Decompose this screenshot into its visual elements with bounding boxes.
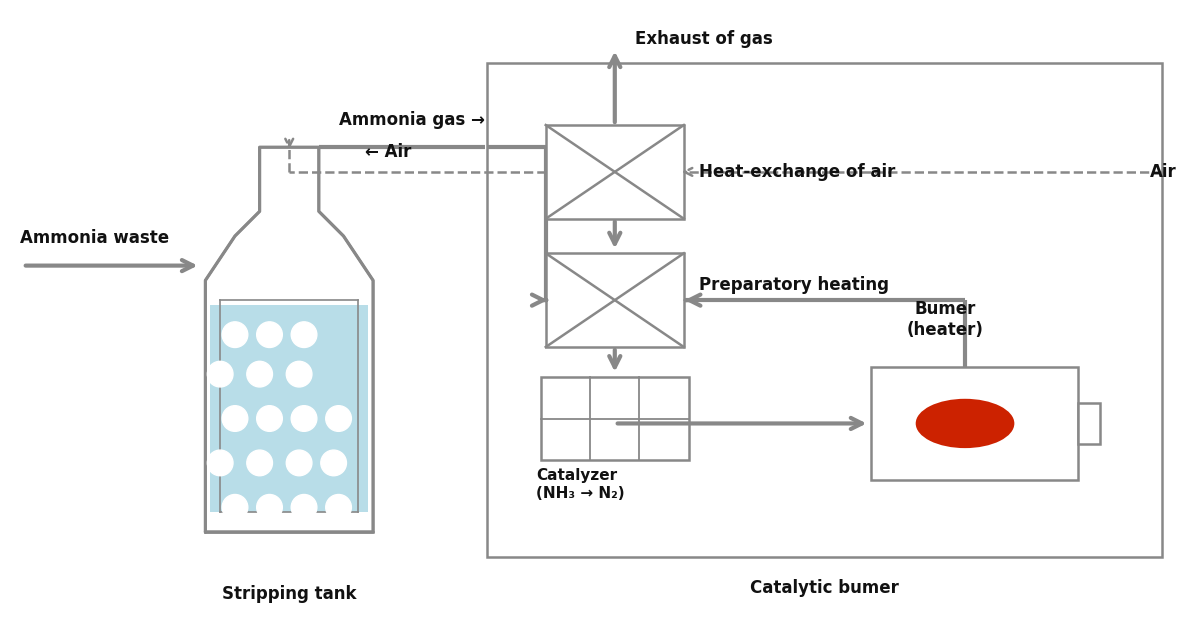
Circle shape xyxy=(257,405,282,432)
Circle shape xyxy=(287,361,312,387)
Text: Catalytic bumer: Catalytic bumer xyxy=(750,579,899,597)
Bar xyxy=(871,366,1079,480)
Circle shape xyxy=(247,361,272,387)
Circle shape xyxy=(325,405,352,432)
Text: Stripping tank: Stripping tank xyxy=(222,585,356,603)
Text: Ammonia gas →: Ammonia gas → xyxy=(338,110,485,128)
Circle shape xyxy=(208,450,233,476)
Bar xyxy=(486,63,1163,557)
Circle shape xyxy=(287,450,312,476)
Circle shape xyxy=(320,450,347,476)
Bar xyxy=(1079,403,1100,444)
Circle shape xyxy=(208,361,233,387)
Circle shape xyxy=(325,495,352,520)
Text: Exhaust of gas: Exhaust of gas xyxy=(635,30,773,48)
Text: ← Air: ← Air xyxy=(365,143,412,161)
Circle shape xyxy=(257,322,282,347)
Text: Bumer
(heater): Bumer (heater) xyxy=(907,300,984,339)
Circle shape xyxy=(222,322,247,347)
Text: Catalyzer
(NH₃ → N₂): Catalyzer (NH₃ → N₂) xyxy=(536,468,624,501)
Bar xyxy=(546,254,684,347)
Circle shape xyxy=(292,495,317,520)
Bar xyxy=(210,305,368,512)
Circle shape xyxy=(257,495,282,520)
Circle shape xyxy=(222,495,247,520)
Text: Preparatory heating: Preparatory heating xyxy=(698,277,889,294)
Ellipse shape xyxy=(916,399,1014,448)
Circle shape xyxy=(292,405,317,432)
Bar xyxy=(541,376,689,461)
Text: Air: Air xyxy=(1151,163,1177,181)
Bar xyxy=(546,125,684,219)
Circle shape xyxy=(222,405,247,432)
Circle shape xyxy=(292,322,317,347)
Text: Ammonia waste: Ammonia waste xyxy=(20,229,169,247)
Circle shape xyxy=(247,450,272,476)
Text: Heat-exchange of air: Heat-exchange of air xyxy=(698,163,895,181)
